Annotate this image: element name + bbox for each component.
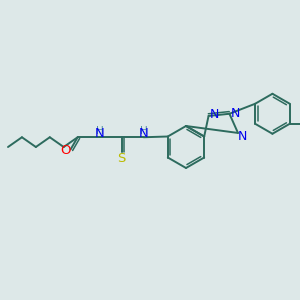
Text: N: N bbox=[139, 127, 148, 140]
Text: S: S bbox=[117, 152, 126, 165]
Text: O: O bbox=[60, 144, 71, 157]
Text: N: N bbox=[95, 127, 104, 140]
Text: H: H bbox=[96, 126, 104, 136]
Text: N: N bbox=[237, 130, 247, 143]
Text: N: N bbox=[231, 107, 240, 120]
Text: N: N bbox=[209, 109, 219, 122]
Text: H: H bbox=[140, 126, 148, 136]
